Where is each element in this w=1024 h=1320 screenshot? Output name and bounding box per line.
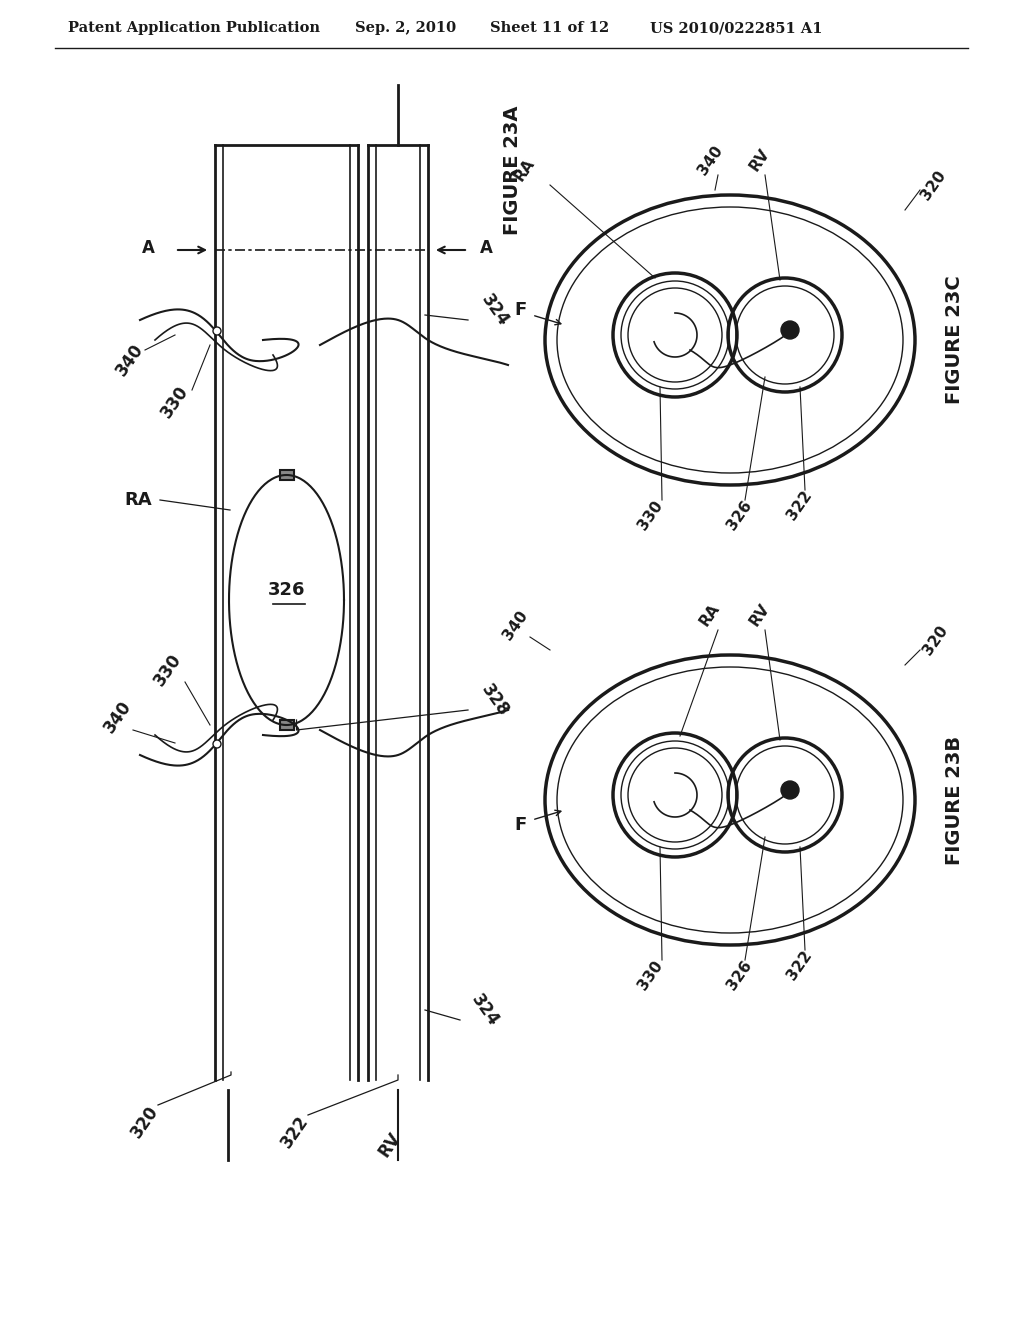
Text: F: F xyxy=(514,301,526,319)
Text: 330: 330 xyxy=(158,383,193,421)
Text: RA: RA xyxy=(512,156,538,183)
Text: 324: 324 xyxy=(478,290,513,330)
Circle shape xyxy=(781,781,799,799)
Circle shape xyxy=(213,327,221,335)
Text: 320: 320 xyxy=(918,168,948,202)
Text: 340: 340 xyxy=(100,697,135,737)
Text: 320: 320 xyxy=(920,623,950,657)
Text: 322: 322 xyxy=(784,487,815,523)
Circle shape xyxy=(213,741,221,748)
Text: F: F xyxy=(514,816,526,834)
Text: A: A xyxy=(480,239,493,257)
Text: Sheet 11 of 12: Sheet 11 of 12 xyxy=(490,21,609,36)
Text: Patent Application Publication: Patent Application Publication xyxy=(68,21,319,36)
Text: 330: 330 xyxy=(635,957,666,993)
Text: 326: 326 xyxy=(725,498,756,532)
Text: Sep. 2, 2010: Sep. 2, 2010 xyxy=(355,21,456,36)
Text: 322: 322 xyxy=(784,948,815,982)
Text: RV: RV xyxy=(748,601,773,628)
Text: A: A xyxy=(142,239,155,257)
Circle shape xyxy=(781,321,799,339)
Text: 340: 340 xyxy=(500,607,530,643)
Bar xyxy=(280,470,294,480)
Text: RV: RV xyxy=(748,147,773,174)
Text: 320: 320 xyxy=(128,1102,163,1142)
Text: 330: 330 xyxy=(151,651,185,689)
Text: 322: 322 xyxy=(278,1113,312,1151)
Text: FIGURE 23B: FIGURE 23B xyxy=(945,735,965,865)
Text: 326: 326 xyxy=(267,581,305,599)
Text: RA: RA xyxy=(124,491,152,510)
Text: FIGURE 23A: FIGURE 23A xyxy=(503,106,521,235)
Text: 330: 330 xyxy=(635,498,666,532)
Text: RV: RV xyxy=(375,1130,404,1160)
Text: 340: 340 xyxy=(113,341,147,379)
Text: 340: 340 xyxy=(694,143,725,177)
Text: FIGURE 23C: FIGURE 23C xyxy=(945,276,965,404)
Bar xyxy=(280,719,294,730)
Text: RA: RA xyxy=(697,601,723,628)
Text: 326: 326 xyxy=(725,957,756,993)
Text: US 2010/0222851 A1: US 2010/0222851 A1 xyxy=(650,21,822,36)
Text: 324: 324 xyxy=(468,990,503,1030)
Text: 328: 328 xyxy=(478,681,513,719)
